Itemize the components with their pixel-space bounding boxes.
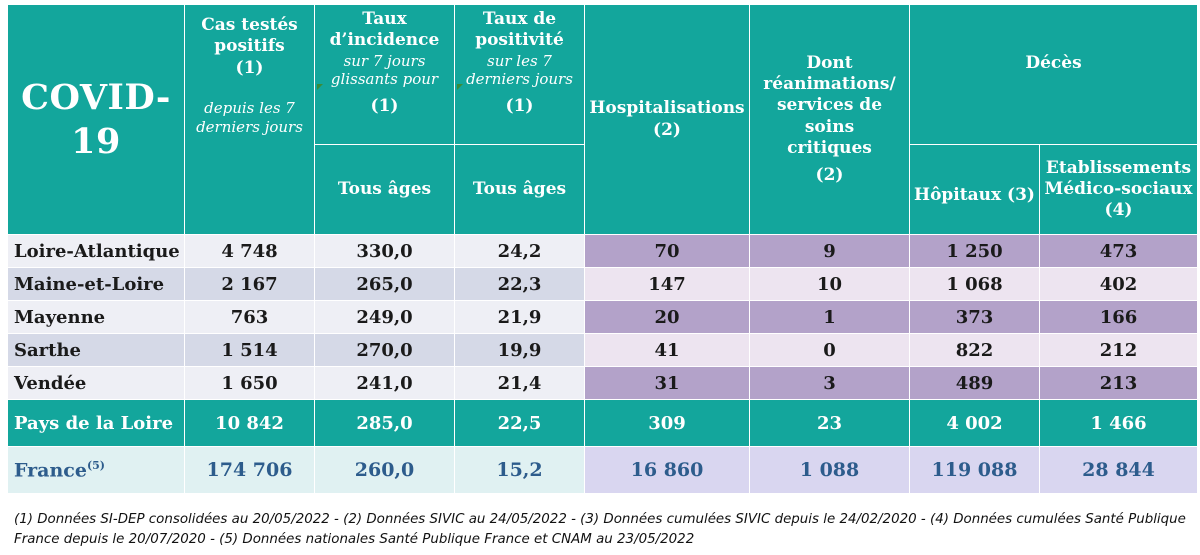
region-rea: 23 — [749, 399, 910, 447]
region-hopitaux: 4 002 — [909, 399, 1040, 447]
hopitaux-value: 1 250 — [909, 234, 1040, 268]
ems-value: 402 — [1038, 267, 1199, 301]
hosp-value: 31 — [584, 366, 750, 400]
rea-value: 9 — [749, 234, 910, 268]
positivite-title: Taux de positivité — [475, 9, 564, 51]
hosp-title: Hospitalisations — [589, 98, 745, 119]
dept-name: Maine-et-Loire — [7, 267, 185, 301]
france-rea: 1 088 — [749, 446, 910, 494]
rea-header: Dont réanimations/ services de soins cri… — [749, 4, 910, 235]
comment-marker-icon — [317, 83, 323, 90]
hosp-value: 70 — [584, 234, 750, 268]
france-row: France(5) 174 706 260,0 15,2 16 860 1 08… — [7, 446, 1199, 494]
ems-value: 473 — [1038, 234, 1199, 268]
rea-title: Dont réanimations/ services de soins cri… — [763, 52, 896, 158]
hosp-value: 147 — [584, 267, 750, 301]
region-ems: 1 466 — [1038, 399, 1199, 447]
cas-title: Cas testés positifs — [201, 15, 298, 57]
rea-value: 0 — [749, 333, 910, 367]
cas-sub: depuis les 7 derniers jours — [196, 98, 303, 136]
region-positivite: 22,5 — [454, 399, 585, 447]
ems-title: Etablissements Médico-sociaux — [1044, 157, 1193, 199]
rea-value: 10 — [749, 267, 910, 301]
cas-header: Cas testés positifs (1) depuis les 7 der… — [184, 4, 315, 235]
dept-name: Mayenne — [7, 300, 185, 334]
dept-name: Loire-Atlantique — [7, 234, 185, 268]
table-row: Loire-Atlantique 4 748 330,0 24,2 70 9 1… — [7, 234, 1199, 268]
table-row: Vendée 1 650 241,0 21,4 31 3 489 213 — [7, 366, 1199, 400]
incidence-note: (1) — [370, 95, 399, 116]
france-name-cell: France(5) — [7, 446, 185, 494]
comment-marker-icon — [457, 83, 463, 90]
positivite-value: 21,4 — [454, 366, 585, 400]
cas-note: (1) — [235, 57, 264, 78]
cas-value: 1 514 — [184, 333, 315, 367]
hosp-value: 20 — [584, 300, 750, 334]
region-cas: 10 842 — [184, 399, 315, 447]
region-row: Pays de la Loire 10 842 285,0 22,5 309 2… — [7, 399, 1199, 447]
rea-value: 3 — [749, 366, 910, 400]
footnote: (1) Données SI-DEP consolidées au 20/05/… — [14, 512, 1186, 547]
hopitaux-value: 822 — [909, 333, 1040, 367]
hosp-header: Hospitalisations (2) — [584, 4, 750, 235]
cas-value: 2 167 — [184, 267, 315, 301]
france-ems: 28 844 — [1038, 446, 1199, 494]
table-row: Maine-et-Loire 2 167 265,0 22,3 147 10 1… — [7, 267, 1199, 301]
region-incidence: 285,0 — [314, 399, 455, 447]
table-title: COVID-19 — [21, 76, 171, 162]
region-hosp: 309 — [584, 399, 750, 447]
cas-value: 1 650 — [184, 366, 315, 400]
region-name: Pays de la Loire — [7, 399, 185, 447]
positivite-sub: sur les 7 derniers jours — [466, 51, 573, 88]
positivite-note: (1) — [505, 95, 534, 116]
positivite-value: 21,9 — [454, 300, 585, 334]
incidence-header: Taux d’incidence sur 7 jours glissants p… — [314, 4, 455, 145]
positivite-value: 19,9 — [454, 333, 585, 367]
positivite-age: Tous âges — [454, 144, 585, 235]
dept-name: Sarthe — [7, 333, 185, 367]
cas-value: 4 748 — [184, 234, 315, 268]
title-cell: COVID-19 — [7, 4, 185, 235]
hopitaux-value: 1 068 — [909, 267, 1040, 301]
deces-header: Décès — [908, 4, 1199, 145]
hopitaux-value: 489 — [909, 366, 1040, 400]
table-row: Mayenne 763 249,0 21,9 20 1 373 166 — [7, 300, 1199, 334]
positivite-value: 24,2 — [454, 234, 585, 268]
france-hosp: 16 860 — [584, 446, 750, 494]
rea-value: 1 — [749, 300, 910, 334]
rea-note: (2) — [815, 165, 844, 185]
incidence-title: Taux d’incidence — [329, 9, 440, 51]
france-positivite: 15,2 — [454, 446, 585, 494]
covid-table: COVID-19 Cas testés positifs (1) depuis … — [7, 4, 1199, 494]
table-row: Sarthe 1 514 270,0 19,9 41 0 822 212 — [7, 333, 1199, 367]
ems-value: 166 — [1038, 300, 1199, 334]
positivite-value: 22,3 — [454, 267, 585, 301]
positivite-header: Taux de positivité sur les 7 derniers jo… — [454, 4, 585, 145]
france-incidence: 260,0 — [314, 446, 455, 494]
incidence-value: 265,0 — [314, 267, 455, 301]
france-name: France — [14, 459, 87, 482]
france-hopitaux: 119 088 — [909, 446, 1040, 494]
dept-name: Vendée — [7, 366, 185, 400]
incidence-value: 249,0 — [314, 300, 455, 334]
ems-value: 213 — [1038, 366, 1199, 400]
incidence-sub: sur 7 jours glissants pour — [330, 51, 439, 88]
ems-value: 212 — [1038, 333, 1199, 367]
incidence-value: 330,0 — [314, 234, 455, 268]
cas-value: 763 — [184, 300, 315, 334]
ems-header: Etablissements Médico-sociaux (4) — [1038, 144, 1199, 235]
france-sup: (5) — [86, 458, 106, 472]
hosp-note: (2) — [653, 119, 681, 140]
incidence-value: 270,0 — [314, 333, 455, 367]
incidence-value: 241,0 — [314, 366, 455, 400]
deces-title: Décès — [1025, 53, 1082, 73]
hopitaux-header: Hôpitaux (3) — [909, 144, 1040, 235]
hopitaux-value: 373 — [909, 300, 1040, 334]
hosp-value: 41 — [584, 333, 750, 367]
incidence-age: Tous âges — [314, 144, 455, 235]
france-cas: 174 706 — [184, 446, 315, 494]
ems-note: (4) — [1104, 200, 1133, 221]
